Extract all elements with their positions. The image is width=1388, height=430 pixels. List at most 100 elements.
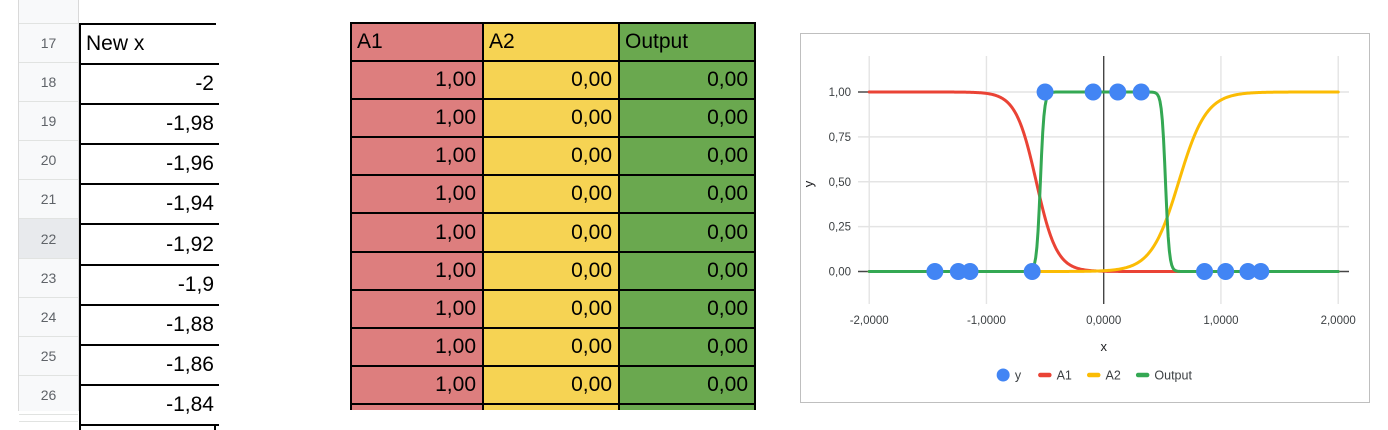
cell-text: 1,00 [435,106,476,130]
cell-text: 0,00 [571,373,612,397]
row-number-label: 21 [41,191,57,207]
table-row: 1,00 0,00 0,00 [352,62,754,100]
data-point [1085,84,1102,101]
table-cell[interactable]: 0,00 [620,329,754,367]
newx-value-cell[interactable]: -1,86 [81,346,219,386]
column-header-label: A1 [357,30,383,54]
x-tick-label: 2,0000 [1321,315,1356,327]
column-header-output[interactable]: Output [620,24,754,62]
table-cell[interactable]: 0,00 [484,138,620,176]
row-number-26[interactable]: 26 [19,376,78,415]
x-axis-title: x [1100,339,1107,354]
row-number-cell-partial [19,0,78,24]
table-cell[interactable]: 0,00 [484,253,620,291]
table-cell[interactable]: 0,00 [620,138,754,176]
legend-marker-line [1038,373,1052,378]
row-number-19[interactable]: 19 [19,102,78,141]
cell-text: 1,00 [435,182,476,206]
newx-value-cell[interactable]: -1,94 [81,185,219,225]
column-header-a2[interactable]: A2 [484,24,620,62]
table-cell[interactable]: 1,00 [352,100,484,138]
table-cell[interactable]: 0,00 [484,329,620,367]
table-cell[interactable]: 1,00 [352,62,484,100]
table-cell[interactable]: 0,00 [484,100,620,138]
table-cell[interactable]: 0,00 [620,291,754,329]
table-cell[interactable]: 1,00 [352,329,484,367]
table-cell[interactable]: 0,00 [484,62,620,100]
cell-text: 0,00 [571,144,612,168]
cell-text: 0,00 [707,335,748,359]
newx-value-cell[interactable]: -1,98 [81,105,219,145]
newx-value-cell[interactable]: -1,92 [81,225,219,265]
row-number-20[interactable]: 20 [19,141,78,180]
table-cell[interactable]: 1,00 [352,253,484,291]
table-cell[interactable]: 1,00 [352,138,484,176]
table-row: 1,00 0,00 0,00 [352,253,754,291]
row-number-17[interactable]: 17 [19,24,78,63]
table-cell[interactable]: 0,00 [620,62,754,100]
x-tick-label: 0,0000 [1086,315,1121,327]
table-cell[interactable]: 1,00 [352,367,484,405]
row-number-21[interactable]: 21 [19,180,78,219]
newx-value-cell[interactable]: -1,96 [81,145,219,185]
row-number-cell-partial [19,415,78,422]
cell-text: 0,00 [571,221,612,245]
row-number-label: 17 [41,35,57,51]
row-number-label: 19 [41,113,57,129]
table-row-partial [352,405,754,410]
newx-value-cell[interactable]: -1,88 [81,306,219,346]
row-number-18[interactable]: 18 [19,63,78,102]
data-point [1024,263,1041,280]
data-point [1133,84,1150,101]
cell-text: New x [86,32,144,56]
cell-text: 1,00 [435,373,476,397]
table-cell[interactable]: 0,00 [620,176,754,214]
table-cell[interactable]: 0,00 [620,214,754,252]
cell-text: 0,00 [571,68,612,92]
cell-text: -1,88 [166,313,214,337]
row-number-23[interactable]: 23 [19,259,78,298]
cell-text: 0,00 [571,259,612,283]
cell-text: 0,00 [707,297,748,321]
data-point [1037,84,1054,101]
table-cell[interactable]: 1,00 [352,214,484,252]
row-number-label: 18 [41,74,57,90]
row-number-label: 20 [41,152,57,168]
cell-text: -1,92 [166,233,214,257]
column-header-a1[interactable]: A1 [352,24,484,62]
column-header-label: A2 [489,30,515,54]
table-cell[interactable]: 1,00 [352,176,484,214]
x-tick-label: 1,0000 [1203,315,1238,327]
x-tick-label: -1,0000 [967,315,1006,327]
newx-value-cell[interactable]: -2 [81,65,219,105]
row-number-label: 23 [41,270,57,286]
data-point [926,263,943,280]
row-number-22[interactable]: 22 [19,219,78,258]
table-cell[interactable]: 0,00 [484,367,620,405]
newx-value-cell[interactable]: -1,84 [81,386,219,426]
table-cell[interactable]: 0,00 [484,176,620,214]
cell-text: -2 [195,72,214,96]
cell-text: 0,00 [707,373,748,397]
legend-label: y [1015,369,1022,383]
table-cell[interactable]: 0,00 [620,367,754,405]
table-cell[interactable]: 0,00 [620,253,754,291]
table-cell[interactable]: 0,00 [620,100,754,138]
newx-value-cell[interactable]: -1,9 [81,266,219,306]
legend-label: A2 [1106,369,1121,383]
row-number-24[interactable]: 24 [19,298,78,337]
y-tick-label: 0,50 [829,177,851,189]
newx-header-cell[interactable]: New x [81,25,219,65]
table-cell[interactable]: 1,00 [352,291,484,329]
table-cell[interactable]: 0,00 [484,291,620,329]
table-row: 1,00 0,00 0,00 [352,329,754,367]
row-number-25[interactable]: 25 [19,337,78,376]
table-row: 1,00 0,00 0,00 [352,214,754,252]
cell-text: 0,00 [571,335,612,359]
y-tick-label: 0,00 [829,267,851,279]
cell-text: -1,84 [166,393,214,417]
table-cell[interactable]: 0,00 [484,214,620,252]
